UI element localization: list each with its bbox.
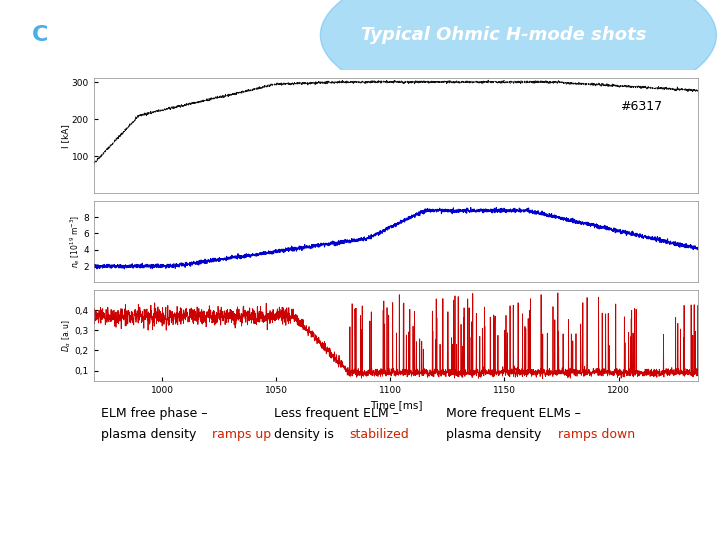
Y-axis label: I [kA]: I [kA] [61, 124, 70, 148]
Y-axis label: $D_\alpha\ [\mathrm{a.u}]$: $D_\alpha\ [\mathrm{a.u}]$ [60, 319, 73, 352]
Text: plasma density: plasma density [101, 428, 200, 441]
Text: COMPASS: COMPASS [83, 14, 180, 31]
X-axis label: Time [ms]: Time [ms] [370, 400, 422, 410]
Text: More frequent ELMs –: More frequent ELMs – [446, 407, 581, 420]
Text: ramps up: ramps up [212, 428, 271, 441]
Text: #6317: #6317 [620, 100, 662, 113]
Y-axis label: $n_e\ [10^{19}\ \mathrm{m}^{-3}]$: $n_e\ [10^{19}\ \mathrm{m}^{-3}]$ [68, 215, 81, 268]
Text: Less frequent ELM –: Less frequent ELM – [274, 407, 398, 420]
Text: C: C [32, 25, 48, 45]
Text: plasma density: plasma density [446, 428, 546, 441]
Text: stabilized: stabilized [349, 428, 409, 441]
Text: ramps down: ramps down [558, 428, 635, 441]
Circle shape [0, 9, 313, 62]
Text: 26: 26 [510, 515, 527, 529]
Text: density is: density is [274, 428, 338, 441]
Text: Typical Ohmic H-mode shots: Typical Ohmic H-mode shots [361, 26, 647, 44]
Text: ELM free phase –: ELM free phase – [101, 407, 207, 420]
Text: INSTITUTE OF PLASMA PHYSICS ASCR: INSTITUTE OF PLASMA PHYSICS ASCR [83, 46, 185, 52]
Ellipse shape [320, 0, 716, 112]
